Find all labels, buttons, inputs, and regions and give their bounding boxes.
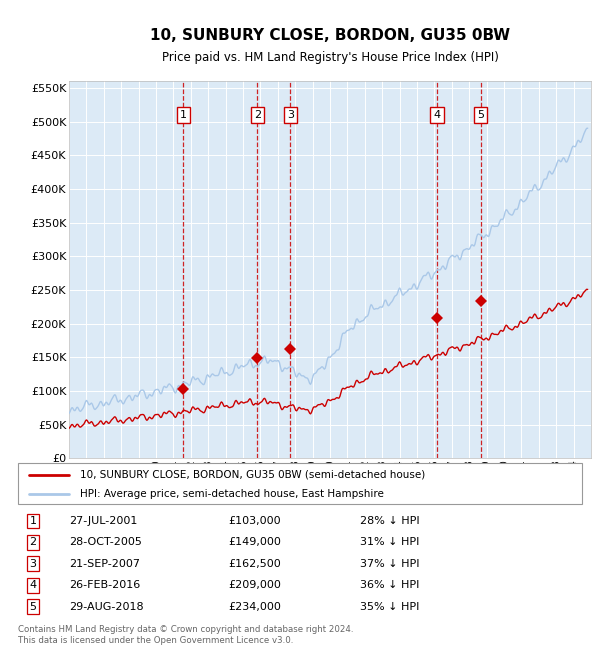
Text: 26-FEB-2016: 26-FEB-2016 [69, 580, 140, 590]
Text: 36% ↓ HPI: 36% ↓ HPI [360, 580, 419, 590]
Text: 4: 4 [29, 580, 37, 590]
Text: 10, SUNBURY CLOSE, BORDON, GU35 0BW (semi-detached house): 10, SUNBURY CLOSE, BORDON, GU35 0BW (sem… [80, 470, 425, 480]
Text: HPI: Average price, semi-detached house, East Hampshire: HPI: Average price, semi-detached house,… [80, 489, 384, 499]
Text: 10, SUNBURY CLOSE, BORDON, GU35 0BW: 10, SUNBURY CLOSE, BORDON, GU35 0BW [150, 28, 510, 44]
Text: 28% ↓ HPI: 28% ↓ HPI [360, 516, 419, 526]
Text: 31% ↓ HPI: 31% ↓ HPI [360, 538, 419, 547]
Text: Contains HM Land Registry data © Crown copyright and database right 2024.
This d: Contains HM Land Registry data © Crown c… [18, 625, 353, 645]
Text: 2: 2 [254, 110, 261, 120]
Text: 21-SEP-2007: 21-SEP-2007 [69, 559, 140, 569]
Text: 1: 1 [29, 516, 37, 526]
Text: 3: 3 [287, 110, 294, 120]
Text: 5: 5 [29, 602, 37, 612]
Text: £103,000: £103,000 [228, 516, 281, 526]
Text: £209,000: £209,000 [228, 580, 281, 590]
Text: 1: 1 [180, 110, 187, 120]
Text: Price paid vs. HM Land Registry's House Price Index (HPI): Price paid vs. HM Land Registry's House … [161, 51, 499, 64]
Text: 27-JUL-2001: 27-JUL-2001 [69, 516, 137, 526]
Text: 4: 4 [433, 110, 440, 120]
Text: £149,000: £149,000 [228, 538, 281, 547]
Text: 3: 3 [29, 559, 37, 569]
Text: 5: 5 [477, 110, 484, 120]
Text: 37% ↓ HPI: 37% ↓ HPI [360, 559, 419, 569]
Text: 2: 2 [29, 538, 37, 547]
Text: £162,500: £162,500 [228, 559, 281, 569]
Text: 35% ↓ HPI: 35% ↓ HPI [360, 602, 419, 612]
Text: 28-OCT-2005: 28-OCT-2005 [69, 538, 142, 547]
FancyBboxPatch shape [18, 463, 582, 504]
Text: £234,000: £234,000 [228, 602, 281, 612]
Text: 29-AUG-2018: 29-AUG-2018 [69, 602, 143, 612]
